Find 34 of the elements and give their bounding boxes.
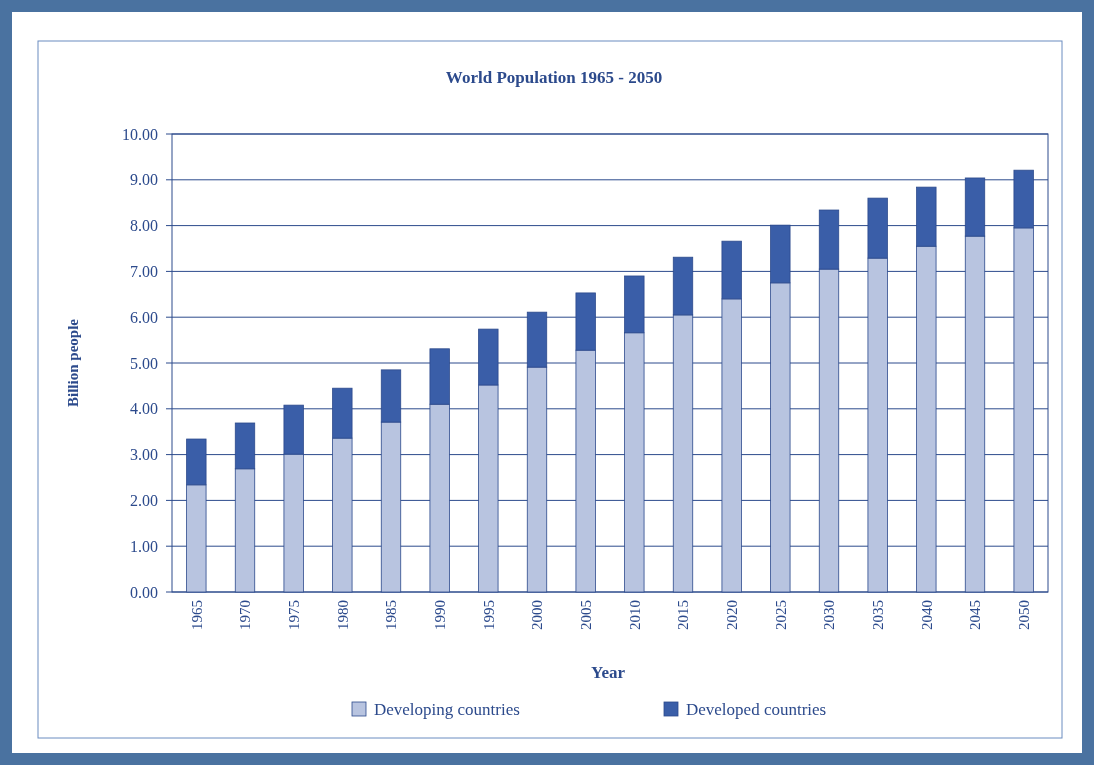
x-tick-label: 1965 (188, 600, 205, 630)
x-tick-label: 2010 (626, 600, 643, 630)
y-tick-label: 7.00 (130, 263, 158, 280)
x-tick-label: 2050 (1015, 600, 1032, 630)
x-tick-label: 2005 (577, 600, 594, 630)
x-tick-label: 2025 (772, 600, 789, 630)
x-tick-label: 1980 (334, 600, 351, 630)
y-tick-label: 1.00 (130, 537, 158, 555)
x-tick-label: 2035 (869, 600, 886, 630)
legend-label: Developing countries (374, 700, 520, 719)
y-axis-title: Billion people (65, 318, 81, 407)
y-tick-label: 4.00 (130, 400, 158, 418)
x-tick-label: 1990 (431, 600, 448, 630)
x-tick-label: 2040 (918, 600, 935, 630)
y-tick-label: 2.00 (130, 492, 158, 509)
y-tick-label: 9.00 (130, 171, 158, 189)
y-tick-label: 0.00 (130, 583, 158, 601)
x-tick-label: 2015 (675, 600, 692, 630)
legend-label: Developed countries (686, 700, 827, 719)
x-tick-label: 2045 (967, 600, 984, 630)
y-tick-label: 5.00 (130, 354, 158, 372)
x-tick-label: 1995 (480, 600, 497, 630)
y-tick-label: 6.00 (130, 308, 158, 326)
chart-title: World Population 1965 - 2050 (445, 68, 663, 87)
x-tick-label: 2030 (821, 600, 838, 630)
x-axis-title: Year (591, 663, 626, 682)
x-tick-label: 1970 (237, 600, 254, 630)
x-tick-label: 1975 (285, 600, 302, 630)
x-tick-label: 2000 (529, 600, 546, 630)
x-tick-label: 1985 (383, 600, 400, 630)
y-tick-label: 3.00 (130, 446, 158, 464)
y-tick-label: 10.00 (122, 125, 158, 143)
y-tick-label: 8.00 (130, 217, 158, 235)
x-tick-label: 2020 (723, 600, 740, 630)
